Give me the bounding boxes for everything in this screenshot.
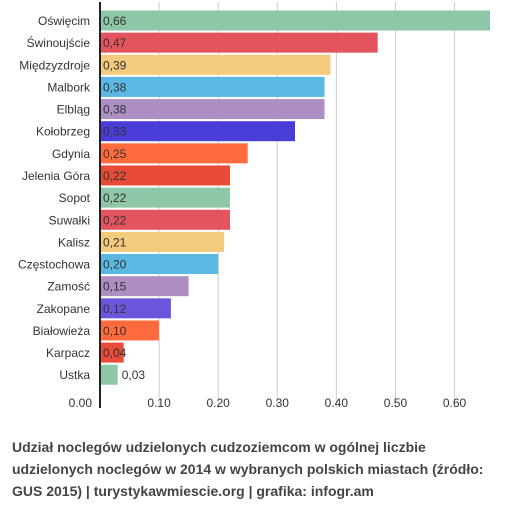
category-label: Ustka bbox=[59, 368, 90, 382]
bar bbox=[100, 76, 325, 97]
bar bbox=[100, 165, 230, 186]
value-label: 0,25 bbox=[103, 147, 127, 161]
category-label: Zamość bbox=[47, 280, 90, 294]
x-tick-label: 0.30 bbox=[266, 396, 290, 410]
value-label: 0,12 bbox=[103, 302, 127, 316]
category-label: Sopot bbox=[59, 191, 91, 205]
value-label: 0,22 bbox=[103, 169, 127, 183]
value-label: 0,47 bbox=[103, 36, 127, 50]
value-label: 0,20 bbox=[103, 258, 127, 272]
bar bbox=[100, 231, 225, 252]
value-label: 0,10 bbox=[103, 324, 127, 338]
category-label: Świnoujście bbox=[27, 35, 91, 50]
x-tick-label: 0.00 bbox=[69, 396, 93, 410]
bars bbox=[100, 10, 490, 385]
value-label: 0,03 bbox=[122, 368, 146, 382]
bar bbox=[100, 10, 490, 31]
chart-caption: Udział noclegów udzielonych cudzoziemcom… bbox=[12, 439, 484, 499]
category-label: Częstochowa bbox=[18, 258, 90, 272]
category-label: Gdynia bbox=[52, 147, 90, 161]
x-tick-label: 0.10 bbox=[147, 396, 171, 410]
bar-chart: Oświęcim 0,66 Świnoujście 0,47 Międzyzdroje 0… bbox=[18, 2, 490, 410]
bar bbox=[100, 143, 248, 164]
bar bbox=[100, 209, 230, 230]
bar bbox=[100, 32, 378, 53]
x-tick-label: 0.50 bbox=[384, 396, 408, 410]
bar bbox=[100, 99, 325, 120]
category-label: Karpacz bbox=[46, 346, 90, 360]
value-label: 0,39 bbox=[103, 58, 127, 72]
value-label: 0,38 bbox=[103, 80, 127, 94]
category-label: Kalisz bbox=[58, 235, 90, 249]
bar bbox=[100, 54, 331, 75]
category-label: Jelenia Góra bbox=[22, 169, 90, 183]
bar bbox=[100, 187, 230, 208]
value-label: 0,22 bbox=[103, 213, 127, 227]
value-label: 0,15 bbox=[103, 280, 127, 294]
x-tick-label: 0.60 bbox=[443, 396, 467, 410]
category-label: Oświęcim bbox=[38, 14, 90, 28]
bar bbox=[100, 364, 118, 385]
value-label: 0,38 bbox=[103, 103, 127, 117]
x-tick-label: 0.20 bbox=[207, 396, 231, 410]
value-label: 0,04 bbox=[103, 346, 127, 360]
category-label: Zakopane bbox=[37, 302, 91, 316]
value-label: 0,33 bbox=[103, 125, 127, 139]
x-axis: 0.00 0.10 0.20 0.30 0.40 0.50 0.60 bbox=[69, 396, 467, 410]
category-label: Elbląg bbox=[57, 103, 90, 117]
value-label: 0,21 bbox=[103, 235, 127, 249]
bar bbox=[100, 121, 295, 142]
bar bbox=[100, 342, 124, 363]
bar bbox=[100, 276, 189, 297]
category-label: Międzyzdroje bbox=[19, 58, 90, 72]
category-label: Malbork bbox=[47, 80, 91, 94]
category-label: Białowieża bbox=[33, 324, 91, 338]
labels: Oświęcim 0,66 Świnoujście 0,47 Międzyzdroje 0… bbox=[18, 14, 145, 382]
category-label: Suwałki bbox=[49, 213, 90, 227]
value-label: 0,66 bbox=[103, 14, 127, 28]
value-label: 0,22 bbox=[103, 191, 127, 205]
category-label: Kołobrzeg bbox=[36, 125, 90, 139]
x-tick-label: 0.40 bbox=[325, 396, 349, 410]
bar bbox=[100, 254, 219, 275]
bar bbox=[100, 298, 171, 319]
bar bbox=[100, 320, 160, 341]
